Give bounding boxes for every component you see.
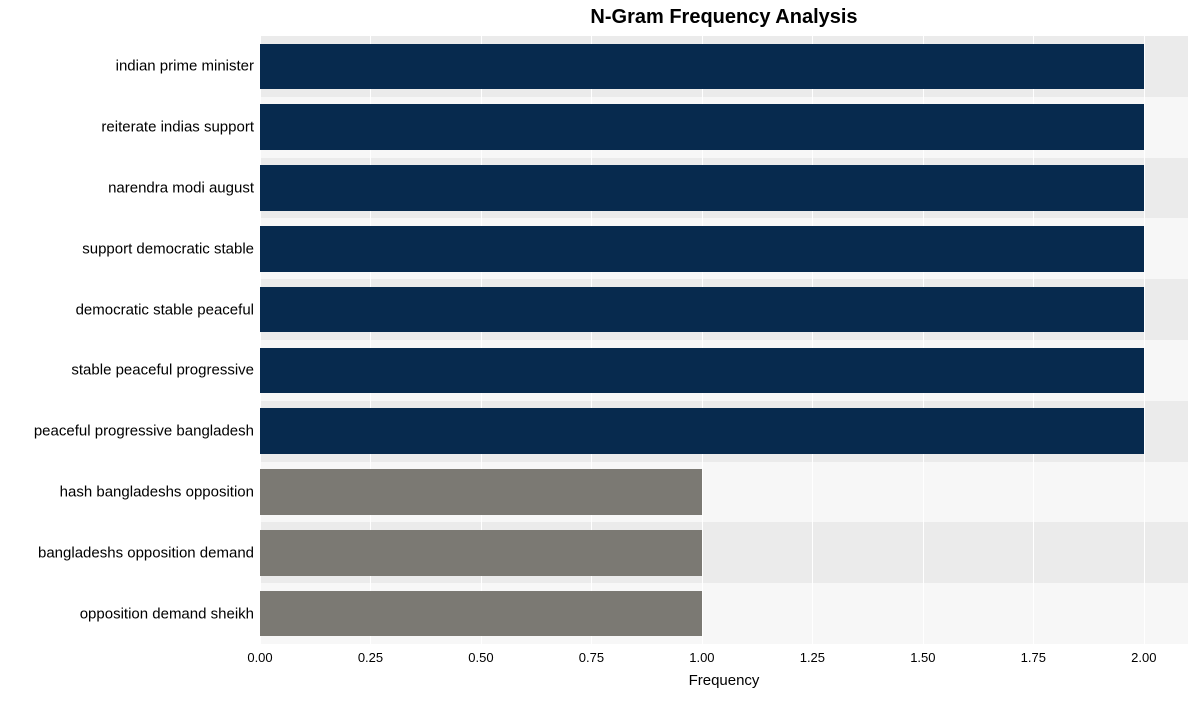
bar [260, 44, 1144, 90]
y-tick-label: stable peaceful progressive [71, 362, 254, 379]
x-tick-label: 0.25 [358, 650, 383, 665]
x-tick-label: 2.00 [1131, 650, 1156, 665]
bar [260, 104, 1144, 150]
x-tick-label: 0.75 [579, 650, 604, 665]
bar [260, 408, 1144, 454]
x-axis-title: Frequency [260, 672, 1188, 689]
chart-title: N-Gram Frequency Analysis [0, 6, 1188, 29]
y-tick-label: democratic stable peaceful [76, 301, 254, 318]
ngram-chart: N-Gram Frequency Analysis indian prime m… [0, 0, 1198, 701]
bar [260, 530, 702, 576]
bar [260, 287, 1144, 333]
y-tick-label: peaceful progressive bangladesh [34, 423, 254, 440]
x-tick-label: 0.50 [468, 650, 493, 665]
x-tick-label: 1.75 [1021, 650, 1046, 665]
x-tick-label: 1.25 [800, 650, 825, 665]
x-gridline [1144, 36, 1145, 644]
x-tick-label: 1.50 [910, 650, 935, 665]
plot-area [260, 36, 1188, 644]
y-tick-label: indian prime minister [116, 58, 254, 75]
bar [260, 591, 702, 637]
y-tick-label: reiterate indias support [101, 119, 254, 136]
y-tick-label: support democratic stable [82, 240, 254, 257]
y-tick-label: opposition demand sheikh [80, 605, 254, 622]
y-tick-label: narendra modi august [108, 180, 254, 197]
y-axis-labels: indian prime minister reiterate indias su… [0, 36, 254, 644]
bar [260, 226, 1144, 272]
bar [260, 165, 1144, 211]
x-tick-label: 0.00 [247, 650, 272, 665]
x-tick-label: 1.00 [689, 650, 714, 665]
y-tick-label: bangladeshs opposition demand [38, 544, 254, 561]
y-tick-label: hash bangladeshs opposition [60, 484, 254, 501]
bar [260, 469, 702, 515]
x-axis-ticks: 0.000.250.500.751.001.251.501.752.00 [260, 650, 1188, 670]
bar [260, 348, 1144, 394]
